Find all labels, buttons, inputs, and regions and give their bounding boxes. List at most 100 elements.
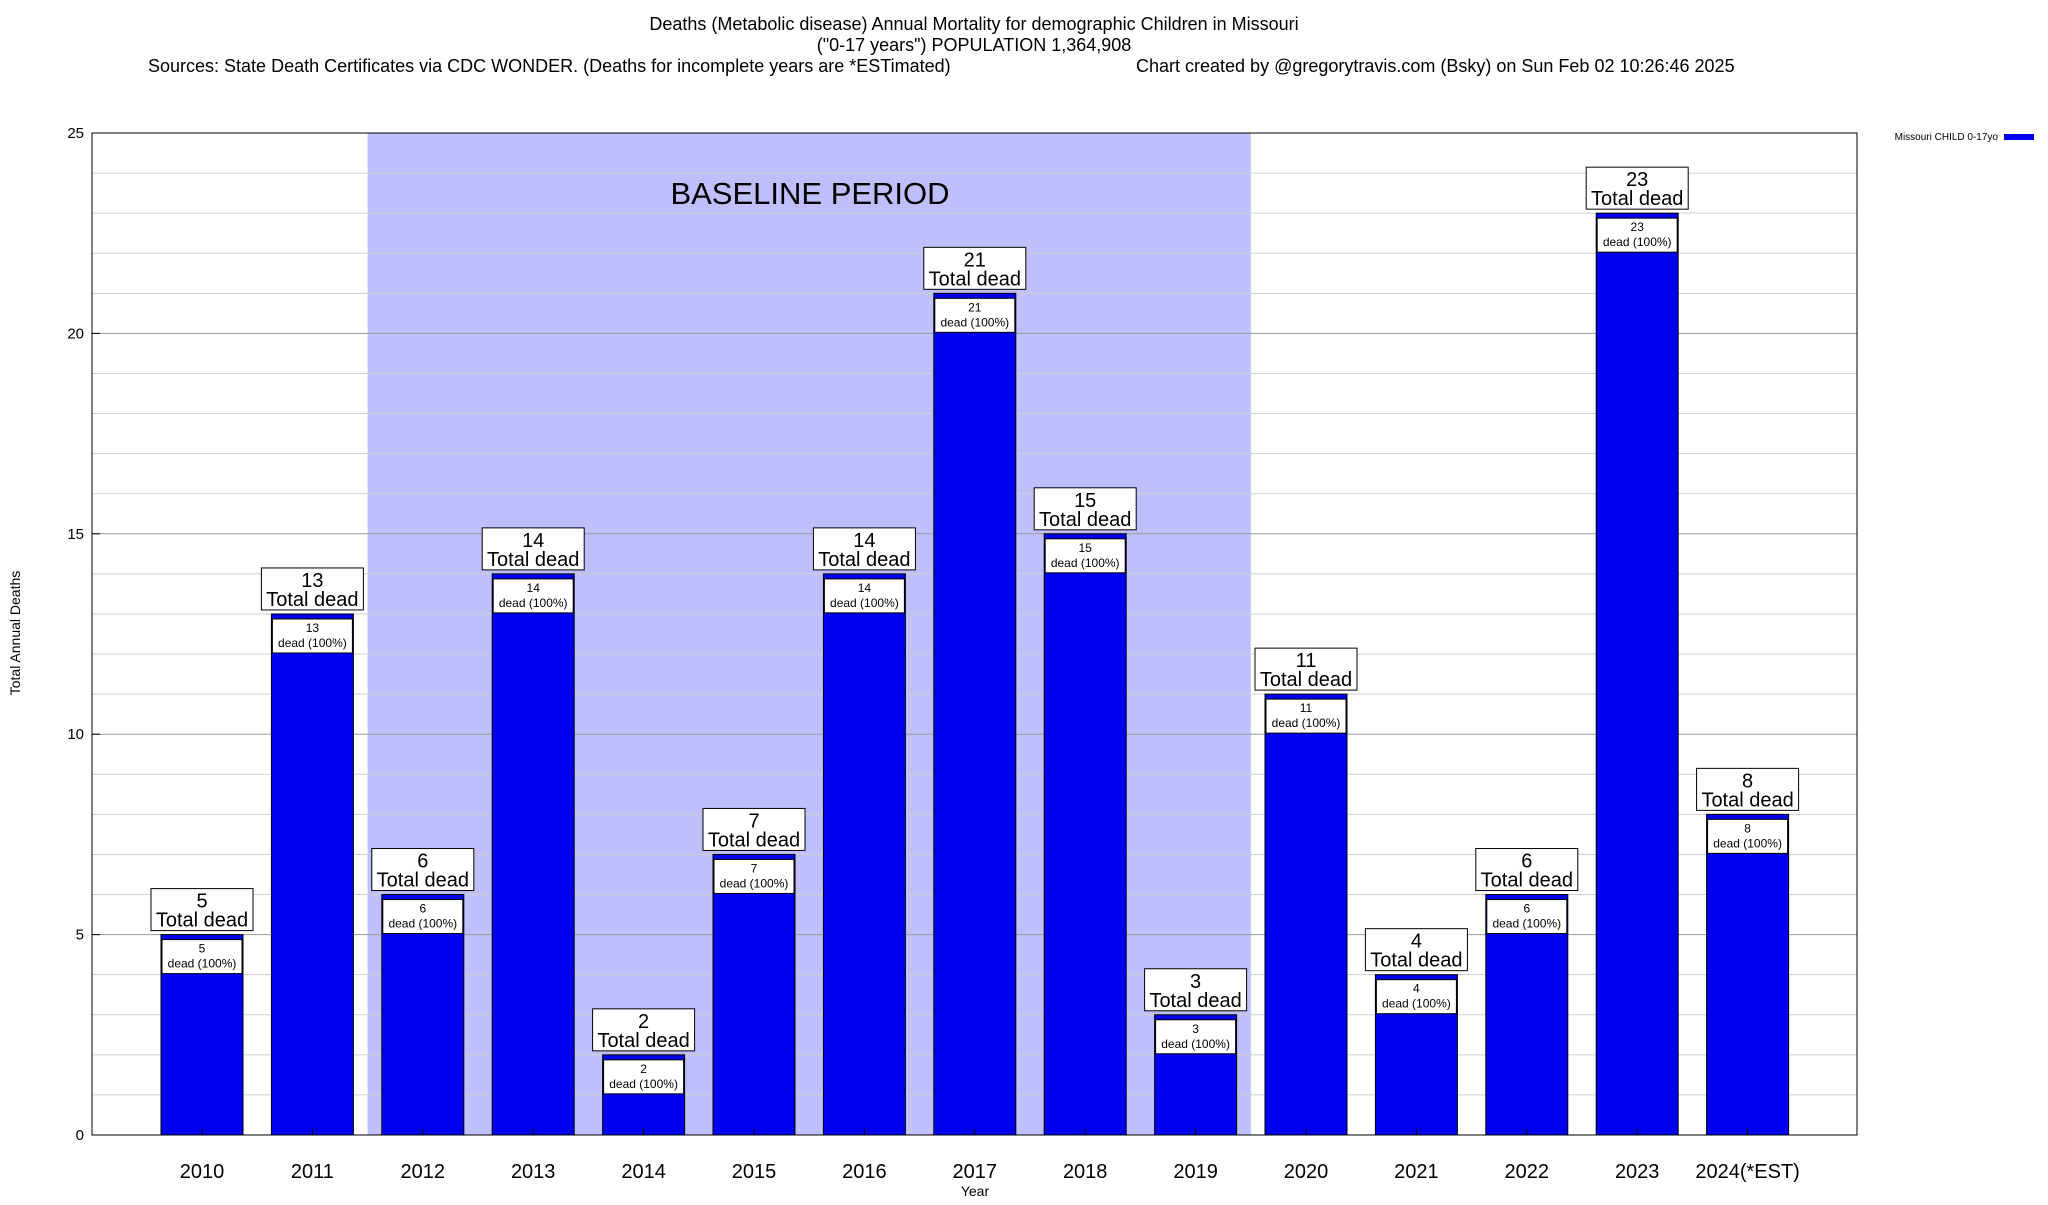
legend-swatch [2004, 134, 2034, 140]
bar-inner-share: dead (100%) [720, 876, 789, 890]
y-axis-label: Total Annual Deaths [7, 571, 23, 696]
bar-total-label-box [1144, 968, 1248, 1012]
bar-inner-share: dead (100%) [1492, 917, 1561, 931]
x-tick-label: 2022 [1505, 1161, 1550, 1183]
bar-inner-label-box [1044, 538, 1126, 574]
bar-inner-label-box [382, 899, 464, 935]
x-tick-label: 2020 [1284, 1161, 1329, 1183]
bar [1485, 894, 1569, 1136]
bar-total-label-box [702, 807, 806, 851]
bar-inner-share: dead (100%) [830, 596, 899, 610]
bar-inner-label-box [823, 578, 905, 614]
bar-total-label: Total dead [708, 829, 800, 851]
x-tick-label: 2011 [291, 1161, 334, 1183]
plot-frame [91, 132, 1858, 1136]
bar-total-label-box [1033, 487, 1137, 531]
bar-total-label-box [371, 848, 475, 892]
bar-inner-label-box [492, 578, 574, 614]
x-tick-label: 2019 [1173, 1161, 1218, 1183]
bar-inner-value: 21 [968, 300, 982, 314]
x-tick-label: 2017 [953, 1161, 998, 1183]
bar-inner-value: 14 [527, 581, 541, 595]
bar-inner-label-box [1707, 818, 1789, 854]
x-tick-label: 2018 [1063, 1161, 1108, 1183]
bar-total-label-box [1585, 166, 1689, 210]
bar-total-label: Total dead [1481, 870, 1573, 892]
bar-inner-value: 7 [751, 861, 758, 875]
bar-inner-share: dead (100%) [940, 315, 1009, 329]
bar-total-value: 14 [522, 530, 544, 552]
bar-inner-share: dead (100%) [1272, 716, 1341, 730]
bar-total-value: 6 [417, 851, 428, 873]
bar-total-value: 7 [748, 810, 759, 832]
bar-total-label: Total dead [1370, 950, 1462, 972]
bar [491, 573, 575, 1136]
bar-inner-value: 13 [306, 621, 320, 635]
bar-total-value: 2 [638, 1011, 649, 1033]
chart-credit: Chart created by @gregorytravis.com (Bsk… [1136, 56, 1735, 76]
bar-inner-label-box [1155, 1019, 1237, 1055]
bar-total-value: 11 [1296, 650, 1317, 672]
chart-sources: Sources: State Death Certificates via CD… [148, 56, 951, 76]
bar-total-label: Total dead [929, 268, 1021, 290]
bar-total-label-box [260, 567, 364, 611]
bar [1264, 693, 1348, 1136]
chart-title-line-1: Deaths (Metabolic disease) Annual Mortal… [649, 14, 1298, 34]
bar-total-value: 13 [301, 570, 323, 592]
x-tick-label: 2023 [1615, 1161, 1660, 1183]
bar-total-label: Total dead [1591, 188, 1683, 210]
x-tick-label: 2016 [842, 1161, 887, 1183]
bar-total-label: Total dead [487, 549, 579, 571]
bar-total-label-box [150, 888, 254, 932]
y-tick-label: 25 [67, 125, 84, 142]
bar-inner-share: dead (100%) [168, 957, 237, 971]
chart-title-line-2: ("0-17 years") POPULATION 1,364,908 [817, 35, 1132, 55]
bar-total-value: 14 [853, 530, 875, 552]
bar-total-label-box [1364, 928, 1468, 972]
bar-inner-share: dead (100%) [1161, 1037, 1230, 1051]
bar-total-value: 6 [1521, 851, 1532, 873]
bar-total-label-box [481, 527, 585, 571]
bar [822, 573, 906, 1136]
bar-inner-value: 23 [1631, 220, 1645, 234]
bar-inner-value: 14 [858, 581, 872, 595]
x-tick-label: 2012 [401, 1161, 446, 1183]
bar-inner-share: dead (100%) [1051, 556, 1120, 570]
bar-total-value: 15 [1074, 490, 1096, 512]
bar [712, 853, 796, 1136]
bar-total-label: Total dead [1260, 669, 1352, 691]
legend: Missouri CHILD 0-17yo [1895, 132, 2034, 143]
bar-inner-share: dead (100%) [1382, 997, 1451, 1011]
bar [1043, 533, 1127, 1136]
x-tick-label: 2021 [1394, 1161, 1439, 1183]
bar-total-label: Total dead [1039, 509, 1131, 531]
bar-inner-value: 15 [1079, 541, 1093, 555]
bar-total-label-box [923, 246, 1027, 290]
bar-total-label: Total dead [818, 549, 910, 571]
y-tick-label: 5 [76, 927, 84, 944]
bar-inner-value: 8 [1744, 821, 1751, 835]
bar-inner-label-box [603, 1059, 685, 1095]
x-axis-label: Year [961, 1183, 990, 1199]
bar-inner-share: dead (100%) [499, 596, 568, 610]
bar-total-value: 3 [1190, 971, 1201, 993]
bar-inner-label-box [161, 939, 243, 975]
bar [1595, 212, 1679, 1136]
legend-label: Missouri CHILD 0-17yo [1895, 132, 1999, 143]
bar-inner-value: 6 [419, 902, 426, 916]
bar-total-label-box [1254, 647, 1358, 691]
x-tick-label: 2013 [511, 1161, 556, 1183]
bar-total-label-box [812, 527, 916, 571]
bar-inner-share: dead (100%) [1603, 235, 1672, 249]
bar-inner-share: dead (100%) [388, 917, 457, 931]
bar-total-value: 21 [964, 249, 986, 271]
bar-inner-label-box [1375, 979, 1457, 1015]
y-tick-label: 15 [67, 526, 84, 543]
bar-inner-label-box [1596, 217, 1678, 253]
bar-total-label-box [592, 1008, 696, 1052]
x-tick-label: 2024(*EST) [1695, 1161, 1800, 1183]
bar-inner-label-box [1486, 899, 1568, 935]
y-tick-label: 0 [76, 1127, 84, 1144]
bar-total-label: Total dead [266, 589, 358, 611]
